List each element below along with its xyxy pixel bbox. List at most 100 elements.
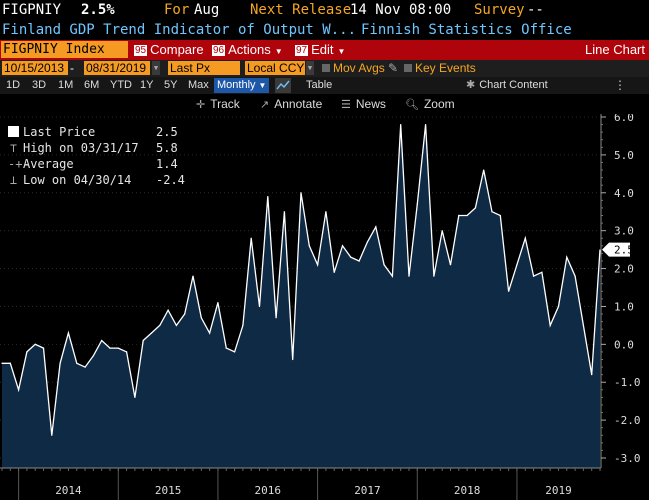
mov-avgs-label: Mov Avgs [333,61,385,75]
key-events-checkbox[interactable] [404,64,412,72]
mov-avgs-checkbox[interactable] [322,64,330,72]
data-point [474,207,477,209]
actions-button[interactable]: 96 Actions ▼ [212,42,283,58]
y-tick-label: -3.0 [614,452,641,465]
edit-button[interactable]: 97 Edit ▼ [295,42,345,58]
period-3d[interactable]: 3D [32,79,47,91]
period-1m[interactable]: 1M [58,79,74,91]
next-release-label: Next Release [250,2,352,18]
data-point [125,351,128,353]
date-separator: - [70,61,74,75]
zoom-tool[interactable]: 🔍︎ Zoom [405,96,455,113]
data-point [449,264,452,266]
description-row: Finland GDP Trend Indicator of Output W.… [0,20,649,40]
period-6m[interactable]: 6M [84,79,100,91]
legend-high-value: 5.8 [156,141,178,155]
pencil-icon[interactable]: ✎ [388,61,399,75]
security-description: Finland GDP Trend Indicator of Output W.… [2,22,357,38]
track-tool[interactable]: ✛ Track [196,96,240,113]
period-1d[interactable]: 1D [6,79,21,91]
low-marker-icon: ⊥ [9,173,18,187]
data-point [225,347,227,349]
currency-select[interactable]: Local CCY [245,61,305,75]
data-point [59,362,61,364]
line-style-icon[interactable] [275,78,291,93]
data-point [317,264,319,266]
y-tick-label: 4.0 [614,187,634,200]
period-ytd[interactable]: YTD [110,79,132,91]
y-tick-label: 0.0 [614,338,634,351]
data-point [516,264,518,266]
data-point [441,230,443,232]
last-value-marker: 2.5 [602,242,634,257]
data-point [109,347,111,349]
end-date-field[interactable]: 08/31/2019 [84,61,150,75]
compare-shortcut: 95 [134,45,148,56]
data-point [541,271,543,273]
legend-high: ⊤ High on 03/31/17 [8,141,139,156]
x-tick-label: 2015 [155,484,182,497]
chart-type-label[interactable]: Line Chart [585,42,645,57]
annotate-tool[interactable]: ↗ Annotate [260,96,322,113]
frequency-chevron-icon: ▼ [258,81,267,90]
security-input[interactable]: FIGPNIY Index [1,41,128,58]
data-point [242,324,244,326]
data-point [192,275,194,277]
data-point [51,434,53,436]
data-point [549,324,551,326]
news-icon: ☰ [341,99,351,111]
data-point [400,123,402,126]
data-point [532,275,535,277]
survey-label: Survey [474,2,525,18]
legend-last-label: Last Price [23,125,96,139]
data-point [366,241,369,243]
data-point [375,226,377,228]
x-tick-label: 2016 [255,484,282,497]
y-tick-label: -2.0 [614,414,641,427]
data-point [433,275,435,277]
data-point [275,317,277,319]
x-tick-label: 2014 [55,484,82,497]
key-events-toggle[interactable]: Key Events [404,61,476,75]
series-area [2,124,600,468]
period-1y[interactable]: 1Y [140,79,154,91]
data-point [1,362,3,364]
next-release-value: 14 Nov 08:00 [350,2,452,18]
y-tick-label: 2.0 [614,263,634,276]
data-point [458,214,460,217]
source-name: Finnish Statistics Office [361,22,572,38]
field-select[interactable]: Last Px [168,61,240,75]
legend-last-value: 2.5 [156,125,178,139]
high-marker-icon: ⊤ [9,141,18,155]
series-swatch-icon [8,126,19,137]
data-point [341,245,344,247]
y-tick-label: -1.0 [614,376,641,389]
news-tool[interactable]: ☰ News [341,96,386,113]
data-point [350,256,352,258]
zoom-label: Zoom [423,97,455,111]
compare-button[interactable]: 95 Compare [134,42,204,58]
data-point [134,396,136,398]
currency-dropdown-icon[interactable]: ▼ [306,61,314,75]
calendar-dropdown-icon[interactable]: ▼ [152,61,160,75]
data-point [84,366,86,368]
chart-content-button[interactable]: ✱ Chart Content [466,78,548,93]
crosshair-icon: ✛ [196,99,206,111]
line-chart[interactable]: 6.05.04.03.02.01.00.0-1.0-2.0-3.0 2014 20… [0,114,649,500]
period-max[interactable]: Max [188,79,209,91]
data-point [383,264,385,266]
legend-low-value: -2.4 [156,173,185,187]
start-date-field[interactable]: 10/15/2013 [2,61,68,75]
data-point [42,347,45,349]
more-options-icon[interactable]: ⋮ [614,78,626,92]
frequency-select[interactable]: Monthly ▼ [214,78,270,93]
x-axis-band [0,468,649,500]
data-point [142,339,144,342]
mov-avgs-toggle[interactable]: Mov Avgs [322,61,385,75]
table-button[interactable]: Table [306,79,333,91]
period-5y[interactable]: 5Y [164,79,178,91]
y-tick-label: 5.0 [614,149,634,162]
data-point [574,275,576,277]
current-value: 2.5% [81,2,115,18]
news-label: News [355,97,386,111]
